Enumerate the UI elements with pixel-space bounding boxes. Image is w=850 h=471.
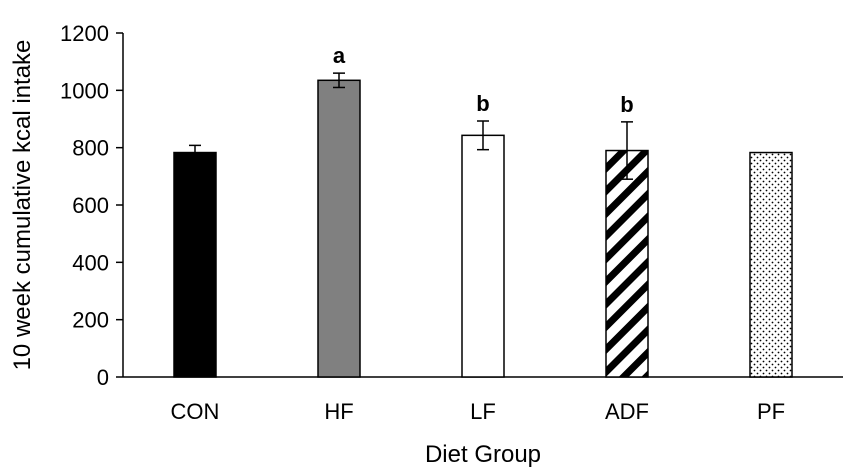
bar-adf [605,149,649,378]
bar-lf [461,134,505,378]
y-tick-label: 1000 [60,78,109,103]
bars [173,79,793,378]
significance-label-hf: a [333,43,346,68]
x-tick-label: PF [757,399,785,424]
bar-pf [749,151,793,378]
y-axis-title: 10 week cumulative kcal intake [9,40,36,371]
y-tick-label: 800 [72,136,109,161]
bar-con [173,151,217,378]
error-bars [189,72,633,180]
x-tick-label: HF [324,399,353,424]
y-tick-label: 200 [72,308,109,333]
significance-label-lf: b [476,91,489,116]
y-tick-label: 1200 [60,21,109,46]
y-tick-label: 400 [72,250,109,275]
axes: 0 200 400 600 800 1000 1200 [60,21,843,390]
bar-hf [317,79,361,378]
x-tick-label: LF [470,399,496,424]
x-axis-title: Diet Group [425,441,541,468]
y-tick-label: 0 [97,365,109,390]
labels: CON HF a LF b ADF b PF [171,43,786,424]
x-tick-label: ADF [605,399,649,424]
x-tick-label: CON [171,399,220,424]
significance-label-adf: b [620,92,633,117]
y-tick-label: 600 [72,193,109,218]
